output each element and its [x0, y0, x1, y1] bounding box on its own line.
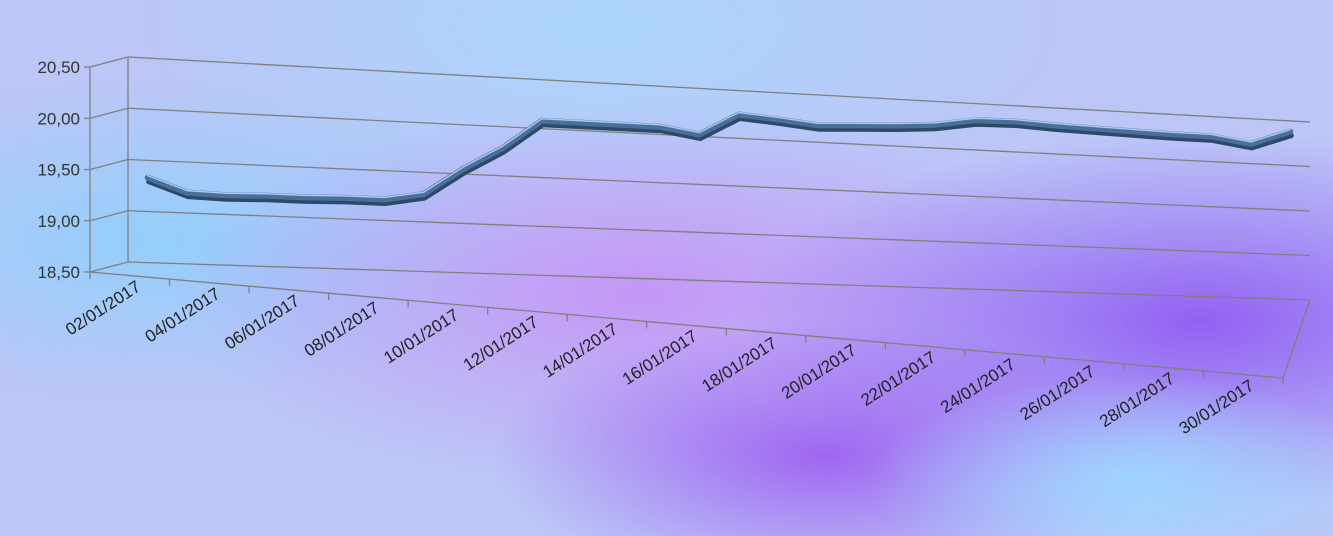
gridline — [127, 261, 1311, 301]
y-tick-label: 20,50 — [37, 58, 80, 77]
gridline-side — [89, 158, 129, 171]
gridline — [127, 158, 1311, 212]
series-line-path — [144, 111, 1294, 203]
gridline-side — [89, 210, 129, 222]
gridline-side — [89, 56, 129, 68]
gridline-side — [89, 261, 129, 273]
axes — [84, 57, 1311, 385]
series-line — [144, 111, 1294, 206]
floor-right-edge — [1282, 299, 1311, 379]
y-tick-label: 18,50 — [37, 263, 80, 282]
y-tick-label: 20,00 — [37, 109, 80, 128]
series-line-shadow — [146, 116, 1294, 206]
gridline — [127, 210, 1311, 257]
series-line-highlight — [146, 111, 1292, 199]
gridline — [127, 56, 1311, 123]
y-axis-tick-labels: 18,50 19,00 19,50 20,00 20,50 — [37, 58, 80, 282]
gridline-side — [89, 107, 129, 119]
gridline — [127, 107, 1311, 168]
x-axis-line — [89, 271, 1284, 379]
gridlines — [89, 56, 1311, 301]
y-tick-label: 19,00 — [37, 212, 80, 231]
y-tick-label: 19,50 — [37, 161, 80, 180]
